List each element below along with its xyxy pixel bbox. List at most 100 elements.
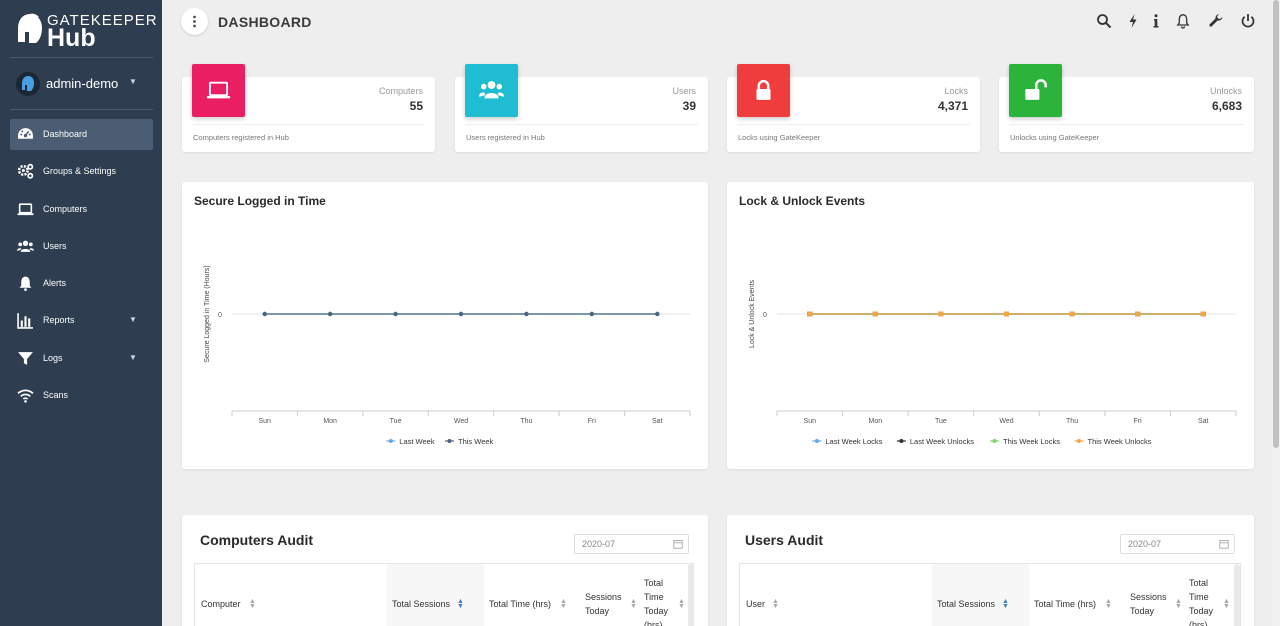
gears-icon [17,164,34,180]
chevron-down-icon: ▼ [129,352,137,362]
unlock-icon [1025,79,1047,100]
x-tick-label: Wed [999,418,1013,425]
sort-icon: ▲ ▼ [1002,598,1009,610]
column-header-total-time-today[interactable]: Total Time Today (hrs) ▲ ▼ [639,564,689,626]
x-tick-label: Fri [1134,418,1143,425]
dashboard-icon [18,128,33,139]
column-header-total-time-today[interactable]: Total Time Today (hrs) ▲ ▼ [1184,564,1234,626]
sidebar-item-users[interactable]: Users [10,231,153,262]
data-point [524,311,529,317]
brand-line1: GATEKEEPER [47,12,158,29]
calendar-icon[interactable] [1219,539,1229,549]
sort-icon: ▲ ▼ [1175,598,1182,610]
sidebar-item-scans[interactable]: Scans [10,380,153,411]
legend-marker [992,439,997,443]
wrench-icon[interactable] [1208,13,1224,29]
column-label: Total Time (hrs) [1034,599,1097,609]
divider [737,124,970,125]
username: admin-demo [46,76,119,91]
column-header-total-sessions[interactable]: Total Sessions ▲ ▼ [387,564,484,626]
stat-footer: Computers registered in Hub [193,133,289,142]
month-picker-input[interactable] [1120,534,1235,554]
column-header-total-sessions[interactable]: Total Sessions ▲ ▼ [932,564,1029,626]
stat-footer: Unlocks using GateKeeper [1010,133,1100,142]
data-point [1135,311,1141,317]
lock-unlock-chart: Lock & Unlock Events 0 Sun Mon Tue Wed Thu Fri S… [749,279,1237,446]
sort-icon: ▲ ▼ [560,598,567,610]
sidebar-item-label: Users [43,240,67,251]
audit-title: Computers Audit [200,532,314,548]
y-tick-label: 0 [763,312,767,319]
legend-label: Last Week [399,437,435,446]
scrollbar-thumb[interactable] [1273,0,1279,448]
divider [192,124,425,125]
column-header-total-time[interactable]: Total Time (hrs) ▲ ▼ [484,564,581,626]
data-point [327,311,333,317]
legend-label: Last Week Unlocks [910,437,974,446]
chart-title: Secure Logged in Time [194,194,326,208]
data-point [1200,311,1206,317]
gatekeeper-logo[interactable]: GATEKEEPER Hub [14,10,157,52]
search-icon[interactable] [1096,13,1112,29]
sidebar-item-reports[interactable]: Reports ▼ [10,305,153,336]
laptop-icon [17,202,34,215]
chevron-down-icon: ▼ [129,77,137,86]
info-icon[interactable] [1148,13,1164,29]
filter-icon [18,351,33,365]
data-point [589,311,595,317]
page-scrollbar[interactable] [1272,0,1280,626]
page-title: DASHBOARD [218,14,312,30]
chevron-down-icon: ▼ [129,315,137,325]
column-header-sessions-today[interactable]: Sessions Today ▲ ▼ [1126,564,1184,626]
column-label: Sessions Today [585,592,622,616]
sidebar-item-label: Groups & Settings [43,166,117,177]
x-tick-label: Wed [454,418,468,425]
column-header-sessions-today[interactable]: Sessions Today ▲ ▼ [581,564,639,626]
sidebar-item-groups-settings[interactable]: Groups & Settings [10,156,153,187]
user-menu[interactable]: admin-demo ▼ [10,66,153,102]
column-label: Total Sessions [937,599,996,609]
legend-marker [447,439,452,443]
power-icon[interactable] [1240,13,1256,29]
bolt-icon[interactable] [1125,13,1141,29]
sort-icon: ▲ ▼ [772,598,779,610]
more-menu-button[interactable] [181,8,208,35]
sidebar-item-logs[interactable]: Logs ▼ [10,343,153,374]
computers-audit-card: Computers Audit Computer ▲▼ Total Session… [182,515,708,626]
sidebar-item-label: Scans [43,390,69,401]
column-header-user[interactable]: User ▲ ▼ [740,564,932,626]
stat-label: Users [672,86,696,96]
chart-title: Lock & Unlock Events [739,194,866,208]
divider [10,57,153,58]
data-point [262,311,267,317]
users-table-header: User ▲ ▼ Total Sessions ▲ ▼ Total Time (hrs)… [739,563,1241,626]
data-point [872,311,878,317]
audit-title: Users Audit [745,532,824,548]
stat-value: 6,683 [1211,99,1242,113]
stat-icon-tile [465,64,518,117]
sort-icon: ▲ ▼ [457,598,464,610]
column-header-computer[interactable]: Computer ▲ ▼ [195,564,387,626]
table-scrollbar[interactable] [688,564,694,626]
stat-card-unlocks: Unlocks 6,683 Unlocks using GateKeeper [999,64,1254,152]
x-tick-label: Thu [520,418,532,425]
sidebar-item-label: Alerts [43,278,67,289]
calendar-icon[interactable] [673,539,683,549]
sidebar-item-dashboard[interactable]: Dashboard [10,119,153,150]
x-tick-label: Tue [390,418,402,425]
bell-icon[interactable] [1175,13,1191,29]
sidebar-item-computers[interactable]: Computers [10,194,153,225]
brand-line2: Hub [47,24,96,52]
column-header-total-time[interactable]: Total Time (hrs) ▲ ▼ [1029,564,1126,626]
legend-label: This Week [458,437,494,446]
sidebar-item-alerts[interactable]: Alerts [10,268,153,299]
lock-icon [756,79,771,100]
users-icon [479,81,504,99]
month-picker-input[interactable] [574,534,689,554]
column-label: Sessions Today [1130,592,1167,616]
sidebar-item-label: Dashboard [43,129,88,139]
stat-footer: Locks using GateKeeper [738,133,821,142]
column-label: Total Time (hrs) [489,599,552,609]
table-scrollbar[interactable] [1234,564,1240,626]
data-point [807,311,813,317]
